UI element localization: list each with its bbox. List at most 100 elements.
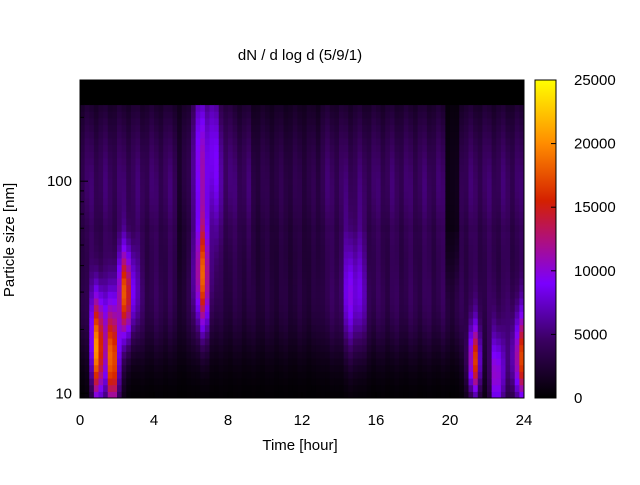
heatmap-cell [500,224,507,232]
heatmap-cell [339,80,345,106]
heatmap-cell [311,351,317,359]
heatmap-cell [445,197,451,206]
heatmap-cell [376,271,382,279]
heatmap-cell [117,211,123,219]
heatmap-cell [371,104,377,112]
heatmap-cell [482,291,488,299]
heatmap-cell [232,191,238,199]
heatmap-cell [80,351,86,359]
heatmap-cell [357,364,363,372]
heatmap-cell [352,311,359,319]
heatmap-cell [140,184,146,192]
heatmap-cell [505,297,511,306]
heatmap-cell [209,384,215,392]
heatmap-cell [158,231,164,239]
heatmap-cell [112,104,118,112]
heatmap-cell [181,111,187,119]
heatmap-cell [459,277,465,286]
heatmap-cell [362,131,368,139]
heatmap-cell [491,264,497,272]
heatmap-cell [339,104,345,112]
heatmap-cell [417,311,423,319]
heatmap-cell [463,111,470,119]
heatmap-cell [505,171,511,179]
heatmap-cell [468,111,474,119]
heatmap-cell [135,191,141,199]
heatmap-cell [334,277,340,286]
heatmap-cell [445,191,451,199]
heatmap-cell [209,151,215,159]
heatmap-cell [181,284,187,292]
heatmap-cell [214,337,220,346]
heatmap-cell [297,251,303,259]
heatmap-cell [473,157,479,166]
heatmap-cell [167,124,174,132]
heatmap-cell [426,364,433,372]
heatmap-cell [473,331,479,339]
heatmap-cell [84,391,90,398]
heatmap-cell [107,184,113,192]
heatmap-cell [246,324,252,332]
heatmap-cell [496,117,502,126]
heatmap-cell [334,164,340,172]
heatmap-cell [130,291,137,299]
heatmap-cell [403,391,409,398]
heatmap-cell [195,364,201,372]
heatmap-cell [121,297,127,306]
heatmap-cell [278,191,285,199]
heatmap-cell [315,184,322,192]
heatmap-cell [191,217,197,226]
heatmap-cell [117,191,123,199]
heatmap-cell [459,231,465,239]
heatmap-cell [246,371,252,379]
heatmap-cell [260,124,266,132]
heatmap-cell [505,124,511,132]
heatmap-cell [519,331,524,339]
heatmap-cell [265,157,271,166]
heatmap-cell [320,257,326,266]
heatmap-cell [297,291,303,299]
heatmap-cell [195,311,201,319]
heatmap-cell [477,251,483,259]
heatmap-cell [440,257,446,266]
heatmap-cell [403,324,409,332]
heatmap-cell [107,231,113,239]
heatmap-cell [394,317,400,326]
heatmap-cell [357,197,363,206]
heatmap-cell [408,111,414,119]
heatmap-cell [209,371,215,379]
heatmap-cell [505,104,511,112]
heatmap-cell [177,344,183,352]
heatmap-cell [422,391,428,398]
heatmap-cell [218,364,224,372]
heatmap-cell [255,171,261,179]
heatmap-cell [403,217,409,226]
heatmap-cell [376,177,382,186]
heatmap-cell [325,211,331,219]
heatmap-cell [510,351,516,359]
heatmap-cell [204,204,211,212]
heatmap-cell [283,244,289,252]
heatmap-cell [214,324,220,332]
heatmap-cell [482,104,488,112]
heatmap-cell [186,80,192,106]
heatmap-cell [357,217,363,226]
heatmap-cell [241,177,248,186]
heatmap-cell [445,157,451,166]
heatmap-cell [177,251,183,259]
heatmap-cell [348,357,354,366]
heatmap-cell [84,251,90,259]
heatmap-cell [454,364,460,372]
heatmap-cell [204,384,211,392]
heatmap-cell [408,151,414,159]
heatmap-cell [413,124,419,132]
heatmap-cell [519,311,524,319]
heatmap-cell [237,324,243,332]
heatmap-cell [246,337,252,346]
heatmap-cell [505,351,511,359]
heatmap-cell [431,324,437,332]
heatmap-cell [408,104,414,112]
heatmap-cell [223,184,229,192]
heatmap-cell [352,224,359,232]
heatmap-cell [325,384,331,392]
